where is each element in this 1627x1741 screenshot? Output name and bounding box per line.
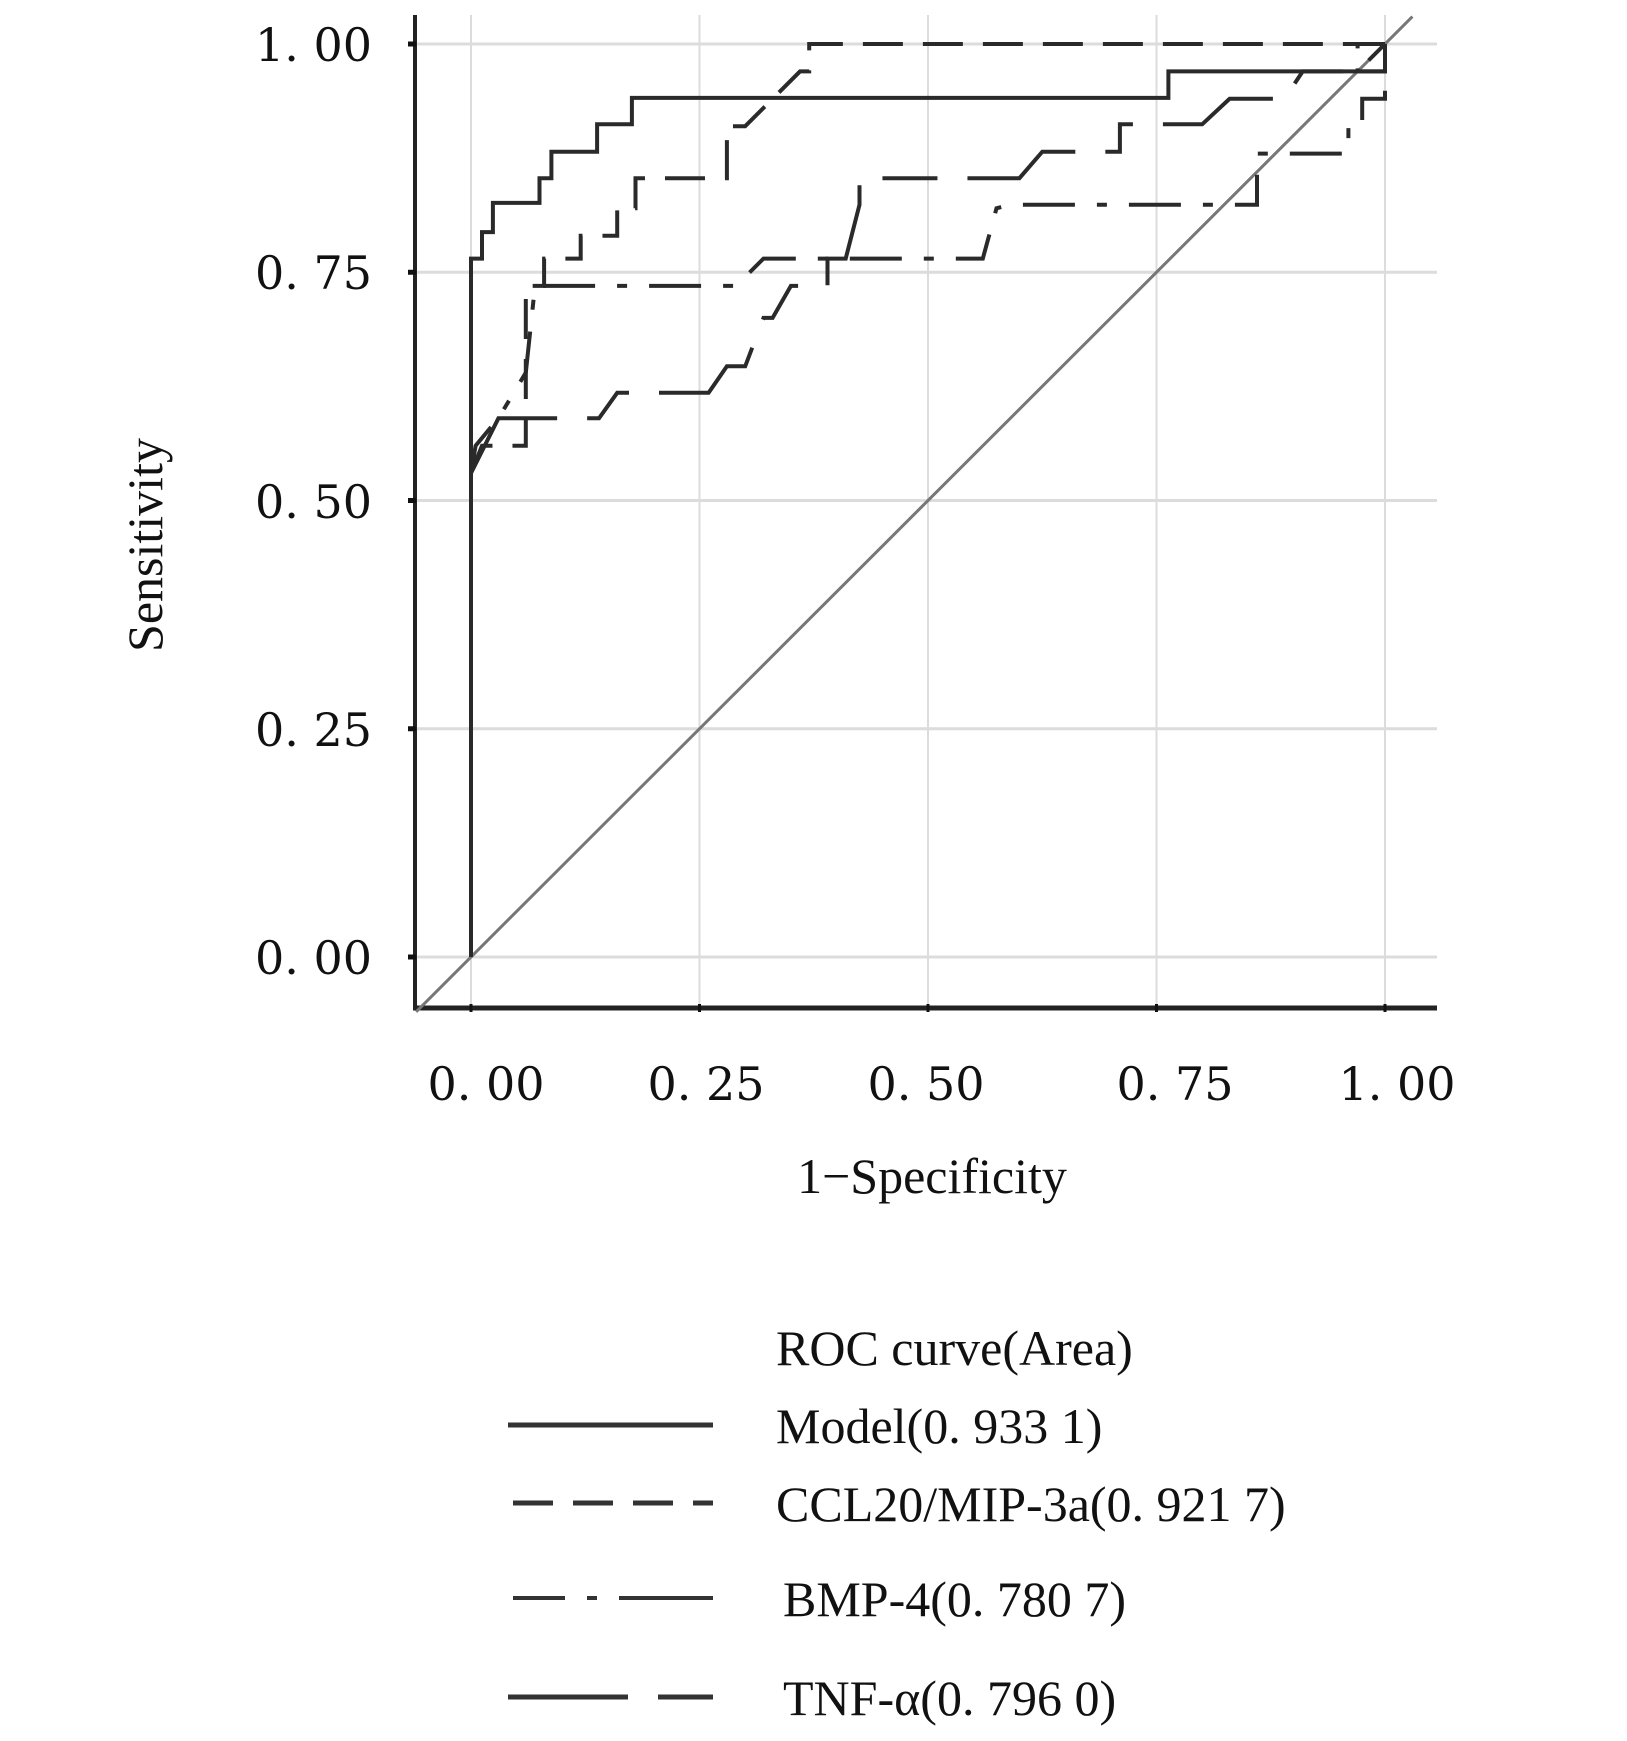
legend-label: Model(0. 933 1) [776,1398,1102,1454]
x-tick-label: 1. 00 [1338,1057,1455,1111]
reference-diagonal [415,15,1414,1013]
legend-label: CCL20/MIP-3a(0. 921 7) [776,1476,1286,1532]
reference-diagonal-line [415,15,1414,1013]
legend-item-model: Model(0. 933 1) [508,1398,1102,1454]
x-tick-label: 0. 75 [1116,1057,1233,1111]
y-tick-labels: 0. 00 0. 25 0. 50 0. 75 1. 00 [255,18,372,985]
y-axis-title: Sensitivity [117,438,173,652]
x-tick-label: 0. 25 [647,1057,764,1111]
legend-label: BMP-4(0. 780 7) [783,1571,1126,1627]
axis-ticks [408,41,1387,1012]
legend-item-ccl20: CCL20/MIP-3a(0. 921 7) [513,1476,1286,1532]
y-tick-label: 0. 25 [255,703,372,757]
axes-frame [413,15,1437,1011]
y-tick-label: 1. 00 [255,18,372,72]
legend-item-tnf: TNF-α(0. 796 0) [508,1670,1116,1726]
roc-curves [469,42,1387,957]
roc-curve-tnf- [469,42,1387,474]
legend: ROC curve(Area) Model(0. 933 1) CCL20/MI… [508,1320,1286,1726]
x-axis-title: 1−Specificity [797,1148,1067,1204]
x-tick-label: 0. 50 [867,1057,984,1111]
y-tick-label: 0. 75 [255,246,372,300]
roc-curve-model [469,44,1387,957]
y-tick-label: 0. 00 [255,931,372,985]
x-tick-labels: 0. 00 0. 25 0. 50 0. 75 1. 00 [427,1057,1455,1111]
roc-curve-bmp-4 [469,44,1387,474]
x-tick-label: 0. 00 [427,1057,544,1111]
y-tick-label: 0. 50 [255,475,372,529]
legend-label: TNF-α(0. 796 0) [783,1670,1116,1726]
legend-item-bmp4: BMP-4(0. 780 7) [513,1571,1126,1627]
legend-title: ROC curve(Area) [776,1320,1133,1376]
